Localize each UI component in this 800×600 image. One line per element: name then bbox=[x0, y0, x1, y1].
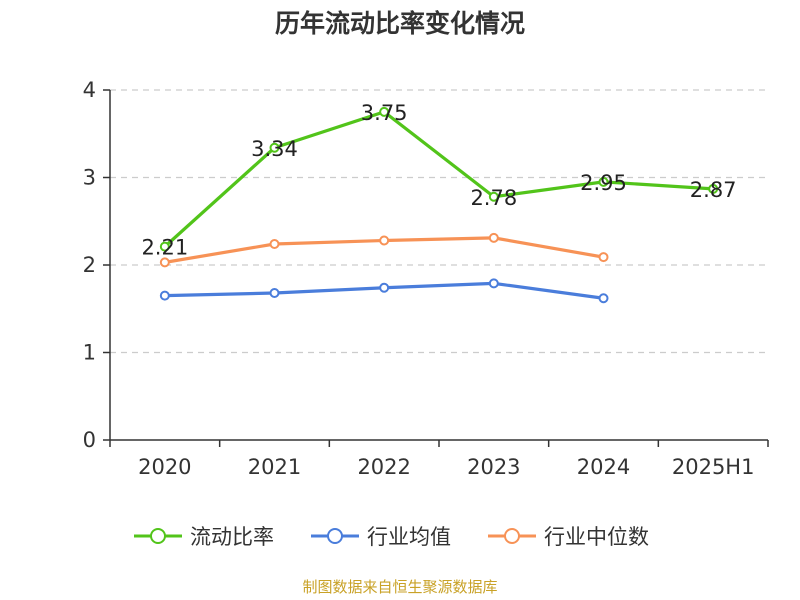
data-point[interactable] bbox=[598, 293, 609, 304]
x-tick-label: 2021 bbox=[248, 455, 301, 479]
data-point[interactable] bbox=[708, 183, 719, 194]
legend-marker-icon bbox=[134, 528, 182, 544]
legend-label: 行业中位数 bbox=[544, 525, 649, 549]
data-point[interactable] bbox=[488, 191, 499, 202]
y-tick-label: 4 bbox=[83, 78, 96, 102]
data-point[interactable] bbox=[488, 278, 499, 289]
data-labels: 2.21 3.34 3.75 2.78 2.95 2.87 bbox=[141, 101, 736, 260]
legend-item-industry-median[interactable]: 行业中位数 bbox=[488, 518, 649, 554]
x-tick-label: 2023 bbox=[467, 455, 520, 479]
chart-legend: 流动比率 行业均值 行业中位数 bbox=[0, 518, 800, 554]
data-label: 2.21 bbox=[141, 236, 188, 260]
axes: 0 1 2 3 4 2020 2021 2022 2023 2024 2025H1 bbox=[83, 78, 769, 479]
data-point[interactable] bbox=[379, 106, 390, 117]
data-label: 3.34 bbox=[251, 137, 298, 161]
data-point[interactable] bbox=[488, 232, 499, 243]
grid-lines bbox=[110, 89, 768, 354]
y-tick-label: 1 bbox=[83, 341, 96, 365]
data-point[interactable] bbox=[159, 257, 170, 268]
legend-marker-icon bbox=[488, 528, 536, 544]
data-source-note: 制图数据来自恒生聚源数据库 bbox=[302, 578, 498, 596]
data-point[interactable] bbox=[159, 241, 170, 252]
x-tick-label: 2022 bbox=[357, 455, 410, 479]
data-label: 2.95 bbox=[580, 171, 627, 195]
x-tick-label: 2025H1 bbox=[672, 455, 755, 479]
y-tick-label: 0 bbox=[83, 428, 96, 452]
x-tick-label: 2020 bbox=[138, 455, 191, 479]
series-line bbox=[163, 110, 714, 248]
legend-label: 流动比率 bbox=[190, 525, 274, 549]
x-tick-label: 2024 bbox=[577, 455, 630, 479]
y-tick-label: 3 bbox=[83, 166, 96, 190]
data-point[interactable] bbox=[269, 142, 280, 153]
data-label: 2.78 bbox=[470, 186, 517, 210]
data-point[interactable] bbox=[379, 282, 390, 293]
y-tick-label: 2 bbox=[83, 253, 96, 277]
data-point[interactable] bbox=[269, 288, 280, 298]
legend-marker-icon bbox=[311, 528, 359, 544]
data-point[interactable] bbox=[598, 176, 609, 187]
data-point[interactable] bbox=[598, 252, 609, 263]
data-label: 3.75 bbox=[361, 101, 408, 125]
data-point[interactable] bbox=[269, 239, 280, 249]
data-point[interactable] bbox=[159, 290, 170, 301]
data-label: 2.87 bbox=[690, 178, 737, 202]
legend-item-current-ratio[interactable]: 流动比率 bbox=[134, 518, 274, 554]
series-lines bbox=[159, 106, 719, 304]
legend-label: 行业均值 bbox=[367, 525, 451, 549]
data-point[interactable] bbox=[379, 235, 390, 246]
legend-item-industry-avg[interactable]: 行业均值 bbox=[311, 518, 451, 554]
chart-title: 历年流动比率变化情况 bbox=[274, 9, 525, 38]
